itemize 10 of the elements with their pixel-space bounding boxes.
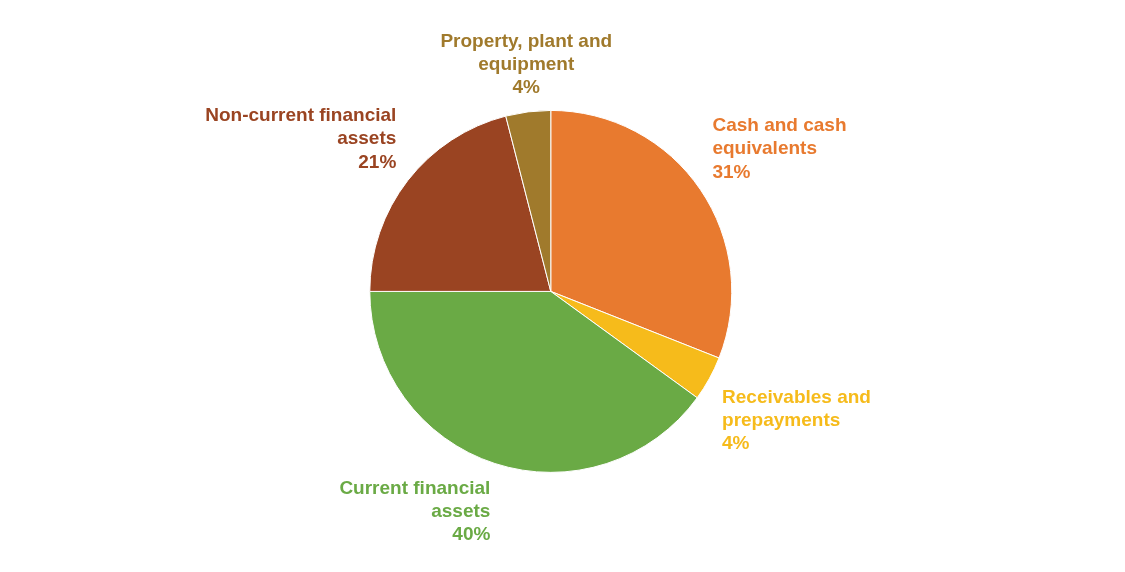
data-label: 4%: [512, 76, 541, 98]
slice-label: Property, plant and equipment: [440, 30, 613, 75]
slice-label: Receivables and prepayments: [722, 385, 871, 430]
data-label: 21%: [358, 150, 397, 172]
slice-label: Non-current financial assets: [205, 104, 397, 149]
slice-label: Cash and cash equivalents: [712, 114, 847, 159]
data-label: 40%: [452, 523, 491, 545]
slice-label: Current financial assets: [339, 477, 491, 522]
data-label: 31%: [712, 160, 751, 182]
data-label: 4%: [722, 431, 750, 453]
